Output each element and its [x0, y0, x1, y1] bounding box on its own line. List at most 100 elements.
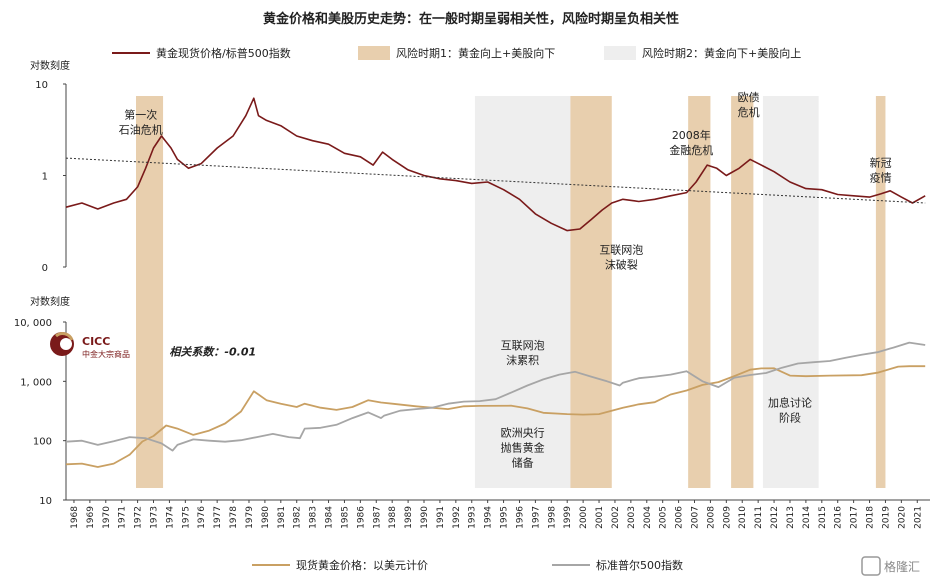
- xtick-label-2015: 2015: [818, 506, 828, 529]
- watermark: 格隆汇: [861, 556, 920, 576]
- ratio-trend-line: [65, 157, 926, 204]
- xtick-label-2007: 2007: [691, 506, 701, 529]
- xtick-label-2019: 2019: [881, 506, 891, 529]
- top-panel-lines: [65, 97, 926, 232]
- period1-band-3: [731, 96, 754, 488]
- xtick-label-1998: 1998: [547, 506, 557, 529]
- xtick-label-2011: 2011: [754, 506, 764, 529]
- period1-band-2: [688, 96, 711, 488]
- xtick-label-1982: 1982: [293, 506, 303, 529]
- legend-bottom: 现货黄金价格：以美元计价 标准普尔500指数: [252, 558, 683, 572]
- logo-text: CICC: [82, 335, 110, 348]
- top-annotation-3: 新冠疫情: [870, 156, 892, 185]
- xtick-label-1975: 1975: [181, 506, 191, 529]
- xtick-label-2021: 2021: [913, 506, 923, 529]
- xtick-label-1981: 1981: [277, 506, 287, 529]
- legend-top: 黄金现货价格/标普500指数 风险时期1：黄金向上+美股向下 风险时期2：黄金向…: [112, 46, 801, 60]
- watermark-text: 格隆汇: [884, 559, 920, 574]
- top-annotation-4-line-0: 互联网泡: [599, 243, 643, 257]
- xtick-label-1992: 1992: [452, 506, 462, 529]
- xtick-label-2008: 2008: [706, 506, 716, 529]
- xtick-label-2005: 2005: [659, 506, 669, 529]
- xtick-label-1990: 1990: [420, 506, 430, 529]
- chart-title: 黄金价格和美股历史走势：在一般时期呈弱相关性，风险时期呈负相关性: [263, 11, 679, 27]
- xtick-label-1986: 1986: [356, 506, 366, 529]
- top-ytick-label-2: 0: [42, 263, 48, 274]
- xtick-label-1984: 1984: [325, 506, 335, 529]
- ratio-line: [65, 97, 926, 232]
- bottom-annotation-3: 加息讨论阶段: [768, 395, 812, 424]
- xtick-label-1971: 1971: [118, 506, 128, 529]
- xtick-label-1979: 1979: [245, 506, 255, 529]
- legend-gold-label: 现货黄金价格：以美元计价: [296, 558, 428, 572]
- top-ytick-label-1: 1: [42, 172, 48, 183]
- bottom-ytick-label-2: 100: [33, 437, 52, 448]
- shaded-periods: [136, 96, 886, 488]
- xtick-label-1997: 1997: [531, 506, 541, 529]
- bottom-ytick-label-3: 10: [39, 496, 52, 507]
- xtick-label-1972: 1972: [134, 506, 144, 529]
- bottom-annotation-1-line-0: 互联网泡: [501, 338, 545, 352]
- top-annotation-4: 互联网泡沫破裂: [599, 243, 643, 272]
- xtick-label-2004: 2004: [643, 506, 653, 529]
- legend-ratio-label: 黄金现货价格/标普500指数: [156, 46, 291, 60]
- xtick-label-2013: 2013: [786, 506, 796, 529]
- xtick-label-2000: 2000: [579, 506, 589, 529]
- xtick-label-2001: 2001: [595, 506, 605, 529]
- top-annotation-0-line-0: 第一次: [124, 107, 157, 121]
- top-annotation-1: 2008年金融危机: [669, 128, 713, 157]
- xtick-label-1999: 1999: [563, 506, 573, 529]
- watermark-icon: [861, 556, 881, 576]
- bottom-annotation-1: 互联网泡沫累积: [501, 338, 545, 367]
- xtick-label-1980: 1980: [261, 506, 271, 529]
- xtick-label-2018: 2018: [866, 506, 876, 529]
- xtick-label-1993: 1993: [468, 506, 478, 529]
- xtick-label-1991: 1991: [436, 506, 446, 529]
- period1-band-1: [570, 96, 612, 488]
- cicc-logo: CICC 中金大宗商品: [50, 331, 130, 359]
- xtick-label-2009: 2009: [722, 506, 732, 529]
- bottom-annotation-2-line-1: 抛售黄金: [501, 440, 545, 454]
- annotations: 第一次石油危机 2008年金融危机 欧债危机新冠疫情互联网泡沫破裂相关系数：-0.0…: [119, 90, 892, 469]
- xtick-label-2014: 2014: [802, 506, 812, 529]
- legend-period2-label: 风险时期2：黄金向下+美股向上: [642, 46, 801, 60]
- gold-price-line: [65, 365, 926, 468]
- xtick-label-1968: 1968: [70, 506, 80, 529]
- bottom-ylabel: 对数刻度: [30, 295, 70, 308]
- xtick-label-1994: 1994: [484, 506, 494, 529]
- period2-band-1: [762, 96, 819, 488]
- xtick-label-1989: 1989: [404, 506, 414, 529]
- xtick-label-1977: 1977: [213, 506, 223, 529]
- top-annotation-1-line-0: 2008年: [672, 128, 711, 142]
- xtick-label-1978: 1978: [229, 506, 239, 529]
- xtick-label-1987: 1987: [372, 506, 382, 529]
- bottom-ytick-label-0: 10, 000: [14, 318, 52, 329]
- top-annotation-2-line-1: 危机: [738, 105, 760, 119]
- xtick-label-1985: 1985: [340, 506, 350, 529]
- bottom-annotation-0: 相关系数：-0.01: [169, 346, 256, 359]
- top-ylabel: 对数刻度: [30, 59, 70, 72]
- xtick-label-2002: 2002: [611, 506, 621, 529]
- logo-circle-inner: [60, 338, 72, 350]
- top-annotation-0: 第一次石油危机: [119, 107, 163, 136]
- xtick-label-1976: 1976: [197, 506, 207, 529]
- xtick-label-2010: 2010: [738, 506, 748, 529]
- top-annotation-2-line-0: 欧债: [738, 90, 760, 104]
- top-annotation-3-line-0: 新冠: [870, 156, 892, 170]
- legend-period2-swatch: [604, 46, 636, 60]
- bottom-panel-lines: [65, 341, 926, 468]
- bottom-annotation-2-line-0: 欧洲央行: [501, 426, 545, 439]
- logo-subtext: 中金大宗商品: [82, 349, 130, 359]
- xtick-label-1988: 1988: [388, 506, 398, 529]
- legend-sp500-label: 标准普尔500指数: [596, 558, 683, 572]
- xtick-label-2012: 2012: [770, 506, 780, 529]
- bottom-ytick-label-1: 1, 000: [20, 377, 52, 388]
- period1-band-0: [136, 96, 164, 488]
- bottom-annotation-2: 欧洲央行抛售黄金储备: [501, 426, 545, 469]
- xtick-label-1969: 1969: [86, 506, 96, 529]
- xtick-label-1974: 1974: [165, 506, 175, 529]
- legend-period1-label: 风险时期1：黄金向上+美股向下: [396, 46, 555, 60]
- bottom-annotation-1-line-1: 沫累积: [506, 354, 539, 367]
